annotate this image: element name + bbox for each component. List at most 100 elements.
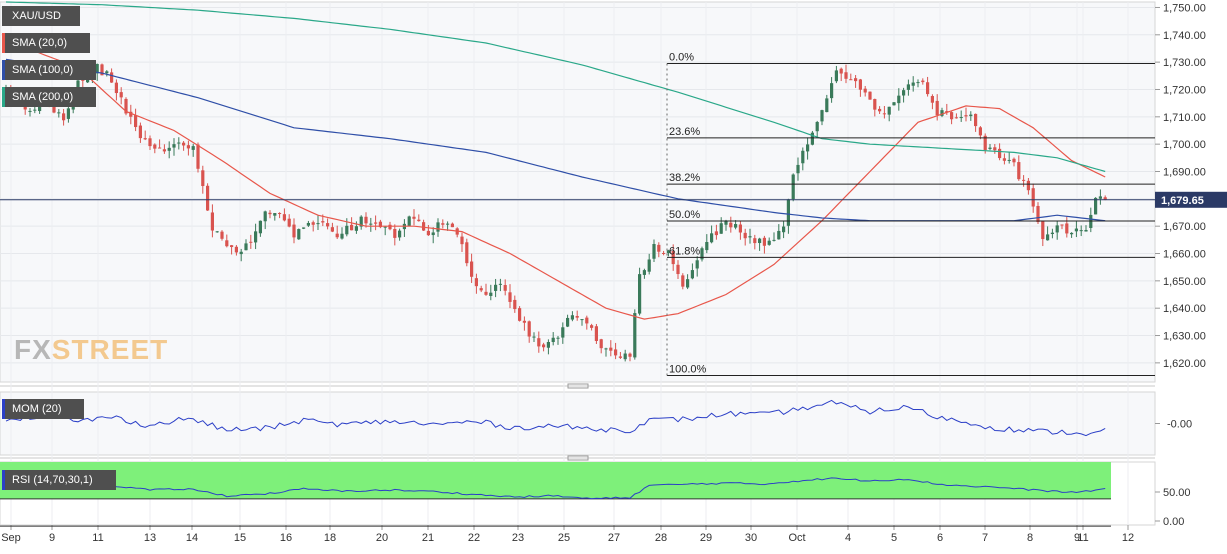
candle-body (767, 240, 771, 245)
sma200-swatch (2, 87, 5, 107)
candle-body (638, 274, 642, 314)
candle-body (23, 105, 27, 110)
candle-body (62, 113, 66, 121)
candle-body (758, 238, 762, 244)
candle-body (537, 338, 541, 347)
y-tick-label: 1,690.00 (1163, 166, 1206, 178)
y-tick-label: 1,620.00 (1163, 358, 1206, 370)
candle-body (182, 142, 186, 146)
candle-body (1002, 158, 1006, 161)
mom-swatch (2, 399, 5, 419)
legend-rsi[interactable]: RSI (14,70,30,1) (2, 470, 116, 490)
candle-body (705, 241, 709, 251)
candle-body (1046, 234, 1050, 241)
candle-body (978, 127, 982, 136)
candle-body (86, 78, 90, 83)
candle-body (556, 337, 560, 339)
candle-body (546, 342, 550, 348)
legend-symbol[interactable]: XAU/USD (2, 6, 80, 26)
candle-body (378, 221, 382, 228)
x-tick-label: 22 (468, 532, 480, 544)
candle-body (618, 356, 622, 358)
candle-body (412, 216, 416, 219)
candle-body (239, 251, 243, 255)
candle-body (167, 147, 171, 151)
candle-body (849, 79, 853, 81)
candle-body (897, 95, 901, 104)
candle-body (28, 110, 32, 112)
candle-body (311, 222, 315, 225)
candle-body (374, 222, 378, 224)
candle-body (450, 223, 454, 228)
x-tick-label: 20 (376, 532, 388, 544)
candle-body (426, 230, 430, 236)
legend-sma20-label: SMA (20,0) (12, 37, 68, 49)
candle-body (690, 270, 694, 279)
candle-body (964, 115, 968, 117)
candle-body (297, 229, 301, 240)
sma100-swatch (2, 60, 5, 80)
legend-rsi-label: RSI (14,70,30,1) (12, 474, 93, 486)
candle-body (518, 308, 522, 321)
y-tick-label: 1,640.00 (1163, 303, 1206, 315)
candle-body (215, 231, 219, 233)
x-tick-label: 15 (234, 532, 246, 544)
candle-body (806, 144, 810, 152)
candle-body (230, 245, 234, 248)
candle-body (321, 221, 325, 223)
candle-body (225, 240, 229, 247)
candle-body (561, 327, 565, 338)
candle-body (993, 147, 997, 151)
legend-mom[interactable]: MOM (20) (2, 399, 84, 419)
candle-body (292, 224, 296, 238)
candle-body (191, 146, 195, 150)
candle-body (134, 115, 138, 128)
candle-body (921, 80, 925, 83)
candle-body (470, 261, 474, 277)
candle-body (974, 113, 978, 127)
candle-body (359, 216, 363, 227)
candle-body (273, 213, 277, 216)
candle-body (383, 226, 387, 228)
candle-body (738, 224, 742, 233)
candle-body (508, 292, 512, 302)
last-price-tag (1155, 191, 1227, 208)
candle-body (566, 317, 570, 327)
candle-body (642, 270, 646, 275)
candle-body (594, 326, 598, 341)
candle-body (1041, 221, 1045, 240)
candle-body (422, 222, 426, 231)
candle-body (882, 113, 886, 115)
rsi-overbought-band (0, 462, 1111, 499)
candle-body (959, 117, 963, 119)
candle-body (599, 339, 603, 349)
candle-body (172, 144, 176, 148)
candle-body (969, 114, 973, 117)
candle-body (282, 214, 286, 221)
sma20-swatch (2, 33, 5, 53)
fib-label: 100.0% (669, 363, 707, 375)
candle-body (801, 150, 805, 164)
legend-sma200-label: SMA (200,0) (12, 91, 74, 103)
legend-sma200[interactable]: SMA (200,0) (2, 87, 96, 107)
legend-sma100[interactable]: SMA (100,0) (2, 60, 96, 80)
rsi-swatch (2, 470, 5, 490)
legend-sma20[interactable]: SMA (20,0) (2, 33, 90, 53)
candle-body (796, 164, 800, 174)
candle-body (906, 84, 910, 90)
legend-mom-label: MOM (20) (12, 403, 62, 415)
candle-body (911, 82, 915, 86)
candle-body (786, 199, 790, 226)
candle-body (590, 325, 594, 328)
fib-label: 61.8% (669, 245, 700, 257)
candle-body (1079, 230, 1083, 232)
candle-body (930, 96, 934, 103)
x-tick-label: 29 (700, 532, 712, 544)
x-tick-label: 9 (49, 532, 55, 544)
candle-body (388, 224, 392, 230)
candle-body (628, 353, 632, 357)
candle-body (652, 244, 656, 259)
candle-body (1007, 159, 1011, 161)
candle-body (263, 211, 267, 222)
candle-body (935, 100, 939, 116)
